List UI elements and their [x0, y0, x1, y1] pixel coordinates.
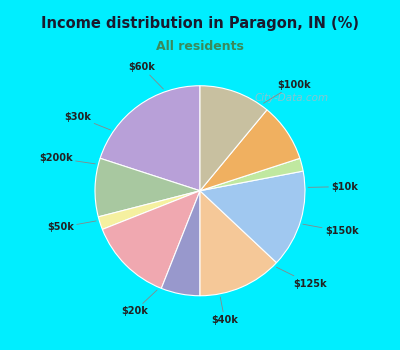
Text: $125k: $125k	[276, 267, 326, 288]
Wedge shape	[200, 191, 276, 296]
Text: $20k: $20k	[121, 290, 157, 316]
Text: $10k: $10k	[308, 182, 358, 192]
Wedge shape	[100, 86, 200, 191]
Text: $100k: $100k	[264, 79, 311, 103]
Wedge shape	[102, 191, 200, 288]
Text: $30k: $30k	[64, 112, 110, 130]
Text: $50k: $50k	[47, 221, 96, 232]
Wedge shape	[200, 171, 305, 262]
Text: $150k: $150k	[303, 224, 358, 236]
Text: City-Data.com: City-Data.com	[255, 93, 329, 103]
Text: All residents: All residents	[156, 40, 244, 53]
Wedge shape	[95, 158, 200, 217]
Text: $40k: $40k	[211, 297, 238, 325]
Text: $200k: $200k	[39, 153, 95, 164]
Text: $60k: $60k	[129, 62, 163, 89]
Wedge shape	[98, 191, 200, 229]
Text: Income distribution in Paragon, IN (%): Income distribution in Paragon, IN (%)	[41, 16, 359, 31]
Wedge shape	[200, 86, 267, 191]
Wedge shape	[200, 158, 303, 191]
Wedge shape	[161, 191, 200, 296]
Wedge shape	[200, 110, 300, 191]
